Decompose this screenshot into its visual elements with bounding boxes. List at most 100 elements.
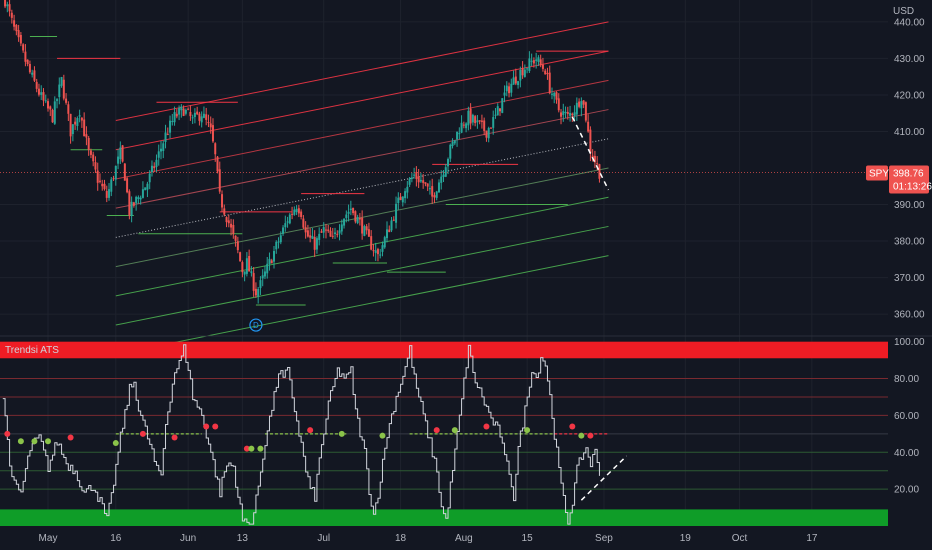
candle-body xyxy=(315,238,318,250)
candle-body xyxy=(209,123,212,128)
signal-dot xyxy=(212,423,219,430)
price-grid xyxy=(0,0,888,526)
candle-body xyxy=(428,188,431,190)
candle-body xyxy=(58,84,61,98)
candle-body xyxy=(489,127,492,129)
candle-body xyxy=(60,77,63,86)
candle-body xyxy=(150,165,153,172)
signal-dot xyxy=(139,430,146,437)
time-axis[interactable]: May 16 Jun 13 Jul 18 Aug 15 Sep 19 Oct 17 xyxy=(39,533,818,544)
candle-body xyxy=(352,207,355,214)
candle-body xyxy=(541,64,544,69)
indicator-title[interactable]: Trendsi ATS xyxy=(5,345,59,356)
candle-body xyxy=(573,112,576,116)
signal-dot xyxy=(67,434,74,441)
candle-body xyxy=(306,230,309,237)
price-annotations: D xyxy=(0,116,888,332)
candle-body xyxy=(358,218,361,220)
candle-body xyxy=(78,115,81,117)
candle-body xyxy=(56,99,59,101)
signal-dot xyxy=(587,432,594,439)
candle-body xyxy=(184,109,187,114)
candle-body xyxy=(69,113,72,137)
candle-body xyxy=(557,98,560,111)
candle-body xyxy=(254,288,257,296)
candle-body xyxy=(343,218,346,226)
candle-body xyxy=(105,191,108,198)
price-pane[interactable]: D xyxy=(0,0,888,526)
candle-body xyxy=(521,68,524,76)
time-tick-label: Sep xyxy=(595,533,613,544)
channel-line xyxy=(115,109,609,209)
signal-dot xyxy=(17,438,24,445)
candle-body xyxy=(241,262,244,273)
candle-body xyxy=(374,250,377,253)
candle-body xyxy=(365,226,368,231)
time-tick-label: 19 xyxy=(680,533,692,544)
candle-body xyxy=(499,108,501,112)
price-tick-label: 430.00 xyxy=(894,54,925,65)
candle-body xyxy=(173,112,176,123)
price-tick-label: 360.00 xyxy=(894,310,925,321)
candle-body xyxy=(123,163,126,181)
time-tick-label: 15 xyxy=(522,533,534,544)
price-tick-label: 390.00 xyxy=(894,200,925,211)
candle-body xyxy=(363,226,366,236)
candle-body xyxy=(275,241,278,250)
candle-body xyxy=(523,69,526,77)
candle-body xyxy=(564,112,567,114)
candle-body xyxy=(302,218,305,228)
support-resistance-lines xyxy=(29,36,609,306)
candle-body xyxy=(379,254,382,256)
candle-body xyxy=(417,176,420,183)
candle-body xyxy=(44,100,47,102)
last-price-tag: SPY 398.76 01:13:26 xyxy=(866,165,932,194)
oversold-band xyxy=(0,509,888,526)
candle-body xyxy=(49,106,52,110)
candle-body xyxy=(74,121,77,125)
candle-body xyxy=(200,116,203,123)
candle-body xyxy=(514,76,517,84)
candle-body xyxy=(329,230,332,237)
candle-body xyxy=(132,202,135,206)
indicator-pane[interactable]: Trendsi ATS xyxy=(0,341,888,526)
candle-body xyxy=(440,176,443,183)
candle-body xyxy=(92,154,95,162)
candle-body xyxy=(19,34,22,44)
candle-body xyxy=(121,145,124,162)
candle-body xyxy=(510,83,513,93)
candle-body xyxy=(530,60,533,62)
indicator-tick-label: 20.00 xyxy=(894,485,919,496)
candle-body xyxy=(37,88,40,95)
candle-body xyxy=(108,189,111,198)
candle-body xyxy=(62,79,65,99)
bar-countdown: 01:13:26 xyxy=(893,182,932,193)
candle-body xyxy=(596,163,599,165)
candle-body xyxy=(117,156,120,164)
candle-body xyxy=(243,271,246,275)
candle-body xyxy=(458,133,461,135)
candle-body xyxy=(401,196,404,203)
candle-body xyxy=(297,208,300,214)
candle-body xyxy=(33,70,36,81)
candle-body xyxy=(148,173,151,183)
candle-body xyxy=(193,112,196,118)
candle-body xyxy=(171,120,174,122)
candle-body xyxy=(110,179,113,192)
candle-body xyxy=(239,252,242,262)
candle-body xyxy=(40,92,43,95)
candle-body xyxy=(89,150,92,155)
indicator-axis[interactable]: 100.00 80.00 60.00 40.00 20.00 xyxy=(894,337,925,495)
candle-body xyxy=(277,241,280,243)
candle-body xyxy=(157,151,160,158)
candle-body xyxy=(505,85,508,92)
signal-dot xyxy=(171,434,178,441)
candle-body xyxy=(17,30,20,38)
indicator-tick-label: 100.00 xyxy=(894,337,925,348)
candle-body xyxy=(478,120,481,122)
symbol-tag xyxy=(866,165,888,181)
candle-body xyxy=(96,170,99,183)
indicator-levels xyxy=(0,378,888,490)
candle-body xyxy=(356,217,359,224)
price-axis[interactable]: USD 440.00 430.00 420.00 410.00 390.00 380.00… xyxy=(893,6,925,321)
